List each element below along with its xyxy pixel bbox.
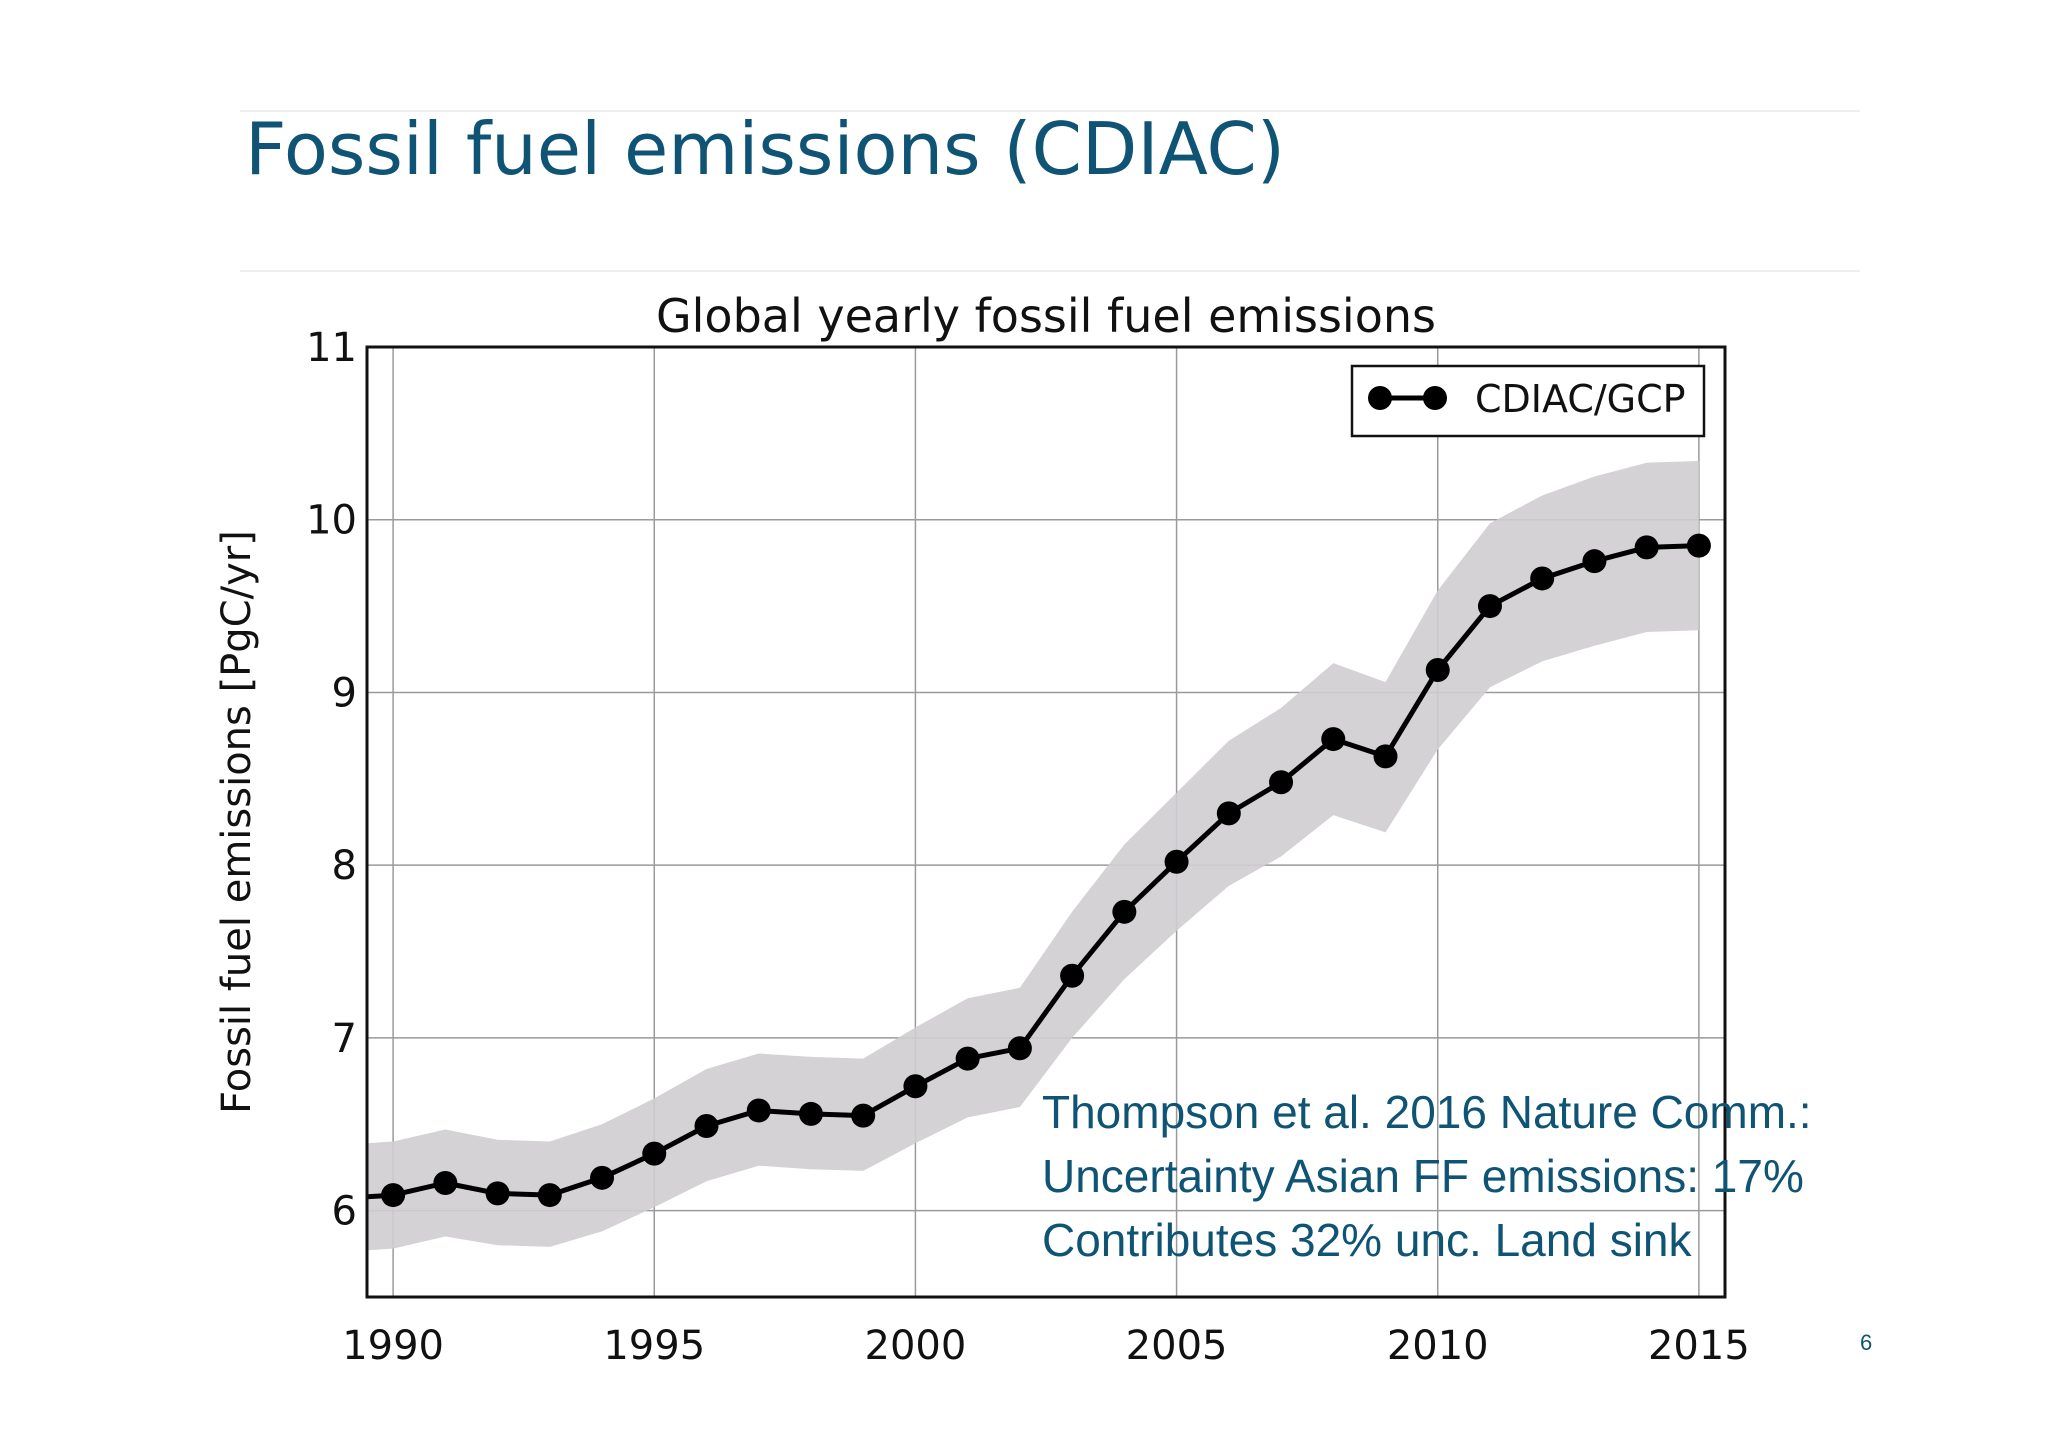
legend-label: CDIAC/GCP bbox=[1475, 377, 1686, 421]
data-point-1998 bbox=[798, 1101, 823, 1126]
x-tick-label-2005: 2005 bbox=[1126, 1323, 1228, 1369]
y-tick-label-11: 11 bbox=[306, 325, 357, 371]
uncertainty-band-group bbox=[367, 461, 1699, 1251]
data-point-2004 bbox=[1112, 899, 1137, 924]
y-tick-label-8: 8 bbox=[332, 843, 357, 889]
data-point-1994 bbox=[590, 1165, 615, 1190]
data-point-2001 bbox=[955, 1046, 980, 1071]
data-point-1992 bbox=[485, 1181, 510, 1206]
citation-annotation: Thompson et al. 2016 Nature Comm.: Uncer… bbox=[1042, 1080, 1812, 1272]
data-point-1997 bbox=[746, 1098, 771, 1123]
annotation-line-1: Thompson et al. 2016 Nature Comm.: bbox=[1042, 1086, 1812, 1138]
chart-title: Global yearly fossil fuel emissions bbox=[656, 289, 1436, 343]
data-point-2012 bbox=[1530, 566, 1555, 591]
legend-marker-left bbox=[1368, 386, 1392, 410]
data-point-2014 bbox=[1634, 535, 1659, 560]
legend: CDIAC/GCP bbox=[1350, 364, 1706, 438]
data-point-2009 bbox=[1373, 744, 1398, 769]
y-tick-label-9: 9 bbox=[332, 670, 357, 716]
data-point-2006 bbox=[1216, 801, 1241, 826]
plot-frame bbox=[365, 345, 1727, 1299]
data-point-1993 bbox=[537, 1183, 562, 1208]
x-tick-label-2015: 2015 bbox=[1648, 1323, 1750, 1369]
data-point-1996 bbox=[694, 1114, 719, 1138]
x-tick-label-1995: 1995 bbox=[603, 1323, 705, 1369]
y-tick-label-7: 7 bbox=[332, 1016, 357, 1062]
data-point-2008 bbox=[1321, 727, 1346, 752]
page-number: 6 bbox=[1860, 1330, 1873, 1355]
data-point-2005 bbox=[1164, 849, 1189, 874]
x-tick-label-2010: 2010 bbox=[1387, 1323, 1489, 1369]
series-group bbox=[367, 533, 1711, 1208]
y-tick-label-10: 10 bbox=[306, 498, 357, 544]
data-point-2015 bbox=[1686, 533, 1711, 558]
annotation-line-3: Contributes 32% unc. Land sink bbox=[1042, 1214, 1692, 1266]
title-top-rule bbox=[240, 110, 1860, 112]
x-tick-label-1990: 1990 bbox=[342, 1323, 444, 1369]
uncertainty-band bbox=[367, 461, 1699, 1251]
data-point-2013 bbox=[1582, 549, 1607, 574]
y-axis-label: Fossil fuel emissions [PgC/yr] bbox=[214, 530, 260, 1114]
data-point-2011 bbox=[1477, 594, 1502, 619]
data-point-1999 bbox=[851, 1103, 876, 1128]
data-point-2007 bbox=[1269, 770, 1294, 795]
tick-labels: 1990 1995 2000 2005 2010 2015 6 7 8 9 10 11 bbox=[306, 325, 1750, 1369]
data-point-1991 bbox=[433, 1171, 458, 1195]
data-point-2000 bbox=[903, 1074, 928, 1099]
data-point-2003 bbox=[1060, 963, 1085, 988]
y-tick-label-6: 6 bbox=[332, 1189, 357, 1235]
slide-title: Fossil fuel emissions (CDIAC) bbox=[245, 107, 1285, 191]
legend-box bbox=[1350, 364, 1706, 438]
data-point-2002 bbox=[1007, 1036, 1032, 1061]
data-point-1990 bbox=[381, 1183, 406, 1208]
annotation-line-2: Uncertainty Asian FF emissions: 17% bbox=[1042, 1150, 1804, 1202]
data-point-1995 bbox=[642, 1141, 667, 1166]
title-bottom-rule bbox=[240, 270, 1860, 272]
legend-marker-right bbox=[1423, 386, 1447, 410]
x-tick-label-2000: 2000 bbox=[865, 1323, 967, 1369]
data-point-2010 bbox=[1425, 658, 1450, 682]
